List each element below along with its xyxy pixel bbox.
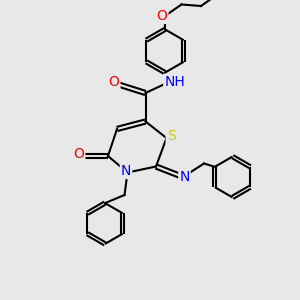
Text: N: N <box>179 170 190 184</box>
Text: O: O <box>157 9 167 23</box>
Text: O: O <box>109 76 119 89</box>
Text: NH: NH <box>164 75 185 88</box>
Text: N: N <box>121 164 131 178</box>
Text: S: S <box>167 130 176 143</box>
Text: O: O <box>74 148 84 161</box>
